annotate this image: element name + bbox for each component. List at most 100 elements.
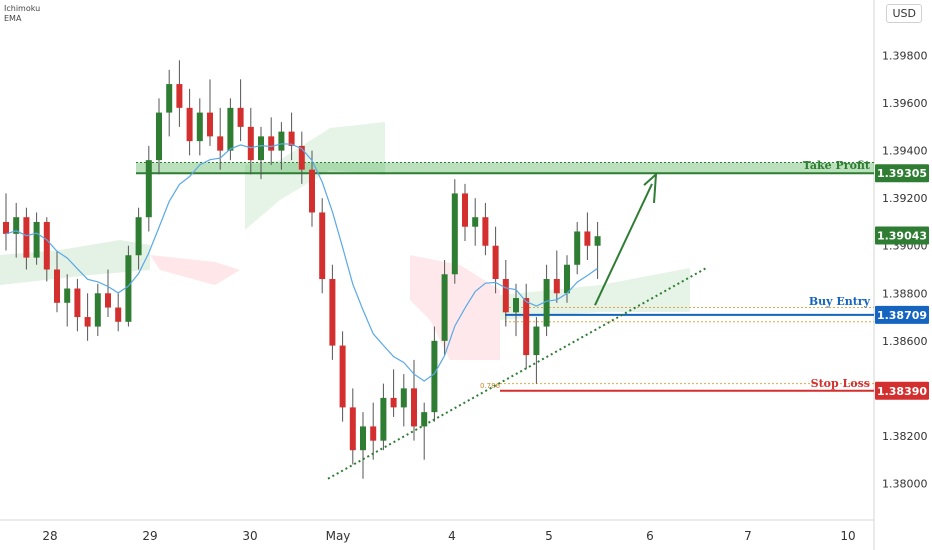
- candle-body: [472, 217, 479, 227]
- candle-body: [94, 293, 101, 327]
- price-tick-label: 1.39600: [882, 97, 928, 110]
- candle-body: [176, 84, 183, 108]
- time-tick-label: 30: [242, 529, 257, 543]
- candle-body: [451, 193, 458, 275]
- candles: [3, 60, 601, 479]
- candle-body: [564, 264, 570, 294]
- candle-body: [125, 255, 132, 322]
- time-tick-label: 4: [448, 529, 456, 543]
- candle-body: [54, 269, 60, 303]
- price-tick-label: 1.38600: [882, 335, 928, 348]
- candle-body: [360, 426, 366, 451]
- candle-body: [309, 169, 315, 213]
- currency-badge[interactable]: USD: [886, 4, 922, 23]
- take-profit-price-badge: 1.39305: [877, 167, 927, 180]
- candle-body: [370, 426, 377, 441]
- time-tick-label: 6: [646, 529, 654, 543]
- candle-body: [237, 107, 244, 127]
- buy-entry-price-badge-bg: [875, 305, 929, 324]
- candle-body: [156, 112, 162, 161]
- candle-body: [166, 84, 173, 113]
- cloud-area-bear-left: [150, 255, 240, 285]
- candle-body: [502, 279, 509, 313]
- candle-body: [227, 107, 234, 151]
- target-arrow-head: [643, 172, 658, 204]
- time-axis: 28 29 30 May 4 5 6 7 10: [42, 529, 855, 543]
- candle-body: [13, 217, 20, 234]
- candle-body: [431, 340, 438, 413]
- candle-body: [145, 160, 152, 218]
- candle-body: [105, 293, 111, 308]
- current-price-badge: 1.39043: [877, 230, 927, 243]
- candle-body: [543, 279, 550, 327]
- price-tick-label: 1.38000: [882, 477, 928, 490]
- time-tick-label: 10: [840, 529, 855, 543]
- candle-body: [196, 112, 203, 142]
- current-price-badge-bg: [875, 226, 929, 245]
- candle-body: [584, 231, 591, 246]
- candle-body: [533, 326, 540, 356]
- take-profit-zone-rect: [136, 162, 874, 174]
- candle-body: [84, 317, 91, 327]
- cloud-area-bull-left: [0, 240, 150, 285]
- price-badges: 1.39305 1.39043 1.38709 1.38390: [875, 164, 929, 400]
- indicator-label-ema: EMA: [4, 14, 22, 23]
- candle-body: [523, 298, 530, 356]
- fib-label: 0.786: [480, 382, 501, 390]
- candle-body: [390, 397, 397, 408]
- candle-body: [33, 221, 40, 258]
- candle-body: [594, 236, 601, 246]
- ema-polyline: [5, 143, 598, 382]
- ema-line: [5, 143, 598, 382]
- time-tick-label: 28: [42, 529, 57, 543]
- buy-entry-price-badge: 1.38709: [877, 309, 927, 322]
- buy-entry-label: Buy Entry: [809, 295, 871, 308]
- candle-body: [441, 274, 448, 341]
- candle-body: [135, 217, 142, 256]
- candle-body: [482, 217, 489, 246]
- stop-loss-price-badge-bg: [875, 381, 929, 400]
- candle-body: [339, 345, 346, 408]
- time-tick-label: 7: [744, 529, 752, 543]
- candle-body: [278, 131, 285, 151]
- time-tick-label: 29: [142, 529, 157, 543]
- candle-body: [268, 136, 275, 151]
- cloud-area-bear: [410, 255, 500, 360]
- candle-body: [421, 412, 428, 427]
- candle-body: [574, 231, 581, 265]
- candle-body: [247, 126, 254, 161]
- price-tick-label: 1.39800: [882, 50, 928, 63]
- take-profit-label: Take Profit: [803, 159, 871, 172]
- candle-body: [349, 407, 356, 451]
- candle-body: [553, 279, 560, 294]
- candle-body: [74, 288, 81, 318]
- candle-body: [207, 112, 213, 137]
- candle-body: [298, 145, 305, 170]
- candle-body: [319, 212, 326, 280]
- candle-body: [400, 388, 407, 408]
- candle-body: [492, 245, 499, 280]
- price-tick-label: 1.39200: [882, 192, 928, 205]
- indicator-label-ichimoku: Ichimoku: [4, 4, 41, 13]
- candle-body: [462, 193, 468, 227]
- target-arrow-shaft: [594, 183, 653, 306]
- time-tick-label: 5: [545, 529, 553, 543]
- price-tick-label: 1.38800: [882, 287, 928, 300]
- candle-body: [288, 131, 295, 146]
- level-lines: Take Profit Buy Entry Stop Loss 0.786: [136, 159, 874, 392]
- candle-body: [3, 221, 9, 234]
- drawings: [327, 172, 709, 480]
- stop-loss-label: Stop Loss: [811, 377, 870, 390]
- time-tick-label: May: [326, 529, 351, 543]
- stop-loss-price-badge: 1.38390: [877, 385, 927, 398]
- candle-body: [115, 307, 122, 322]
- price-axis: 1.398001.396001.394001.392001.390001.388…: [882, 50, 928, 491]
- candle-body: [217, 136, 224, 151]
- candle-body: [258, 136, 264, 161]
- candle-body: [513, 298, 519, 313]
- candle-body: [186, 107, 193, 142]
- take-profit-price-badge-bg: [875, 164, 929, 183]
- candle-body: [64, 288, 71, 303]
- candle-body: [411, 388, 417, 427]
